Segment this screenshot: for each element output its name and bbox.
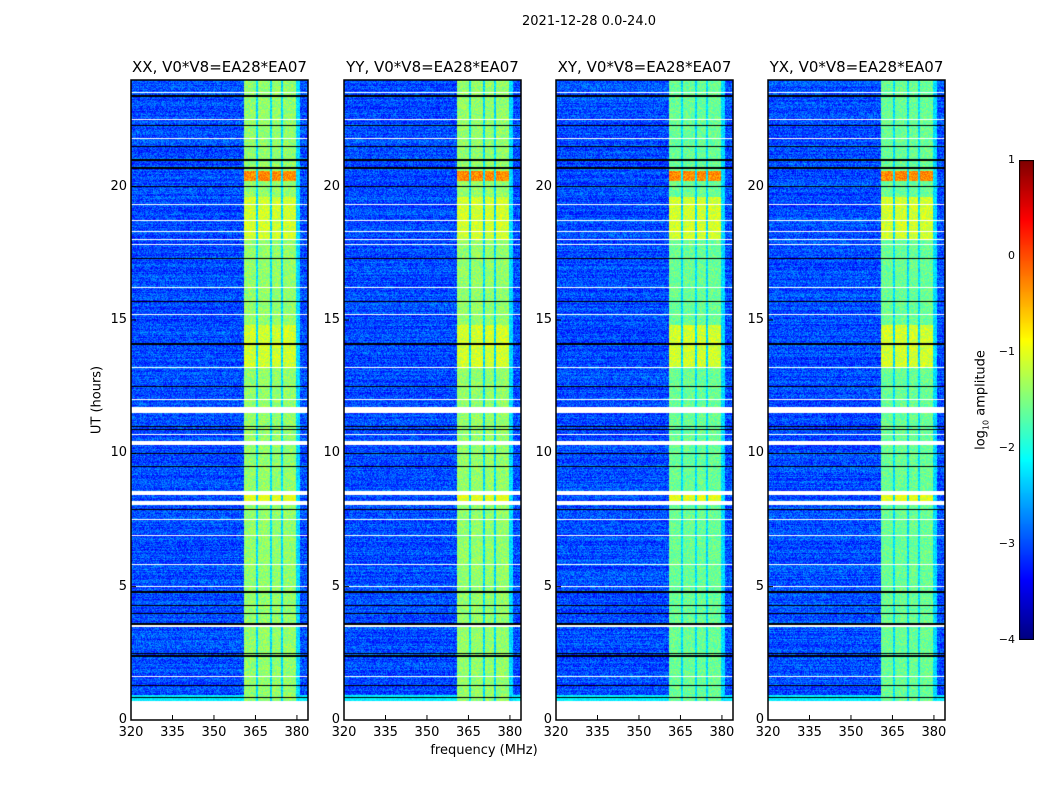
y-tick-label: 10 <box>535 445 552 461</box>
panel-title: XY, V0*V8=EA28*EA07 <box>557 58 732 76</box>
x-tick-label: 380 <box>921 725 947 740</box>
x-tick-label: 350 <box>414 725 440 740</box>
y-tick-label: 5 <box>755 578 764 594</box>
axes-border <box>555 79 734 721</box>
y-tick-label: 20 <box>747 178 764 194</box>
panel-title: XX, V0*V8=EA28*EA07 <box>132 58 307 76</box>
colorbar <box>1019 160 1034 640</box>
y-tick-label: 10 <box>110 445 127 461</box>
y-tick-label: 5 <box>331 578 340 594</box>
y-tick-label: 15 <box>110 312 127 327</box>
y-tick-label: 0 <box>543 712 552 727</box>
x-tick-label: 320 <box>543 725 569 740</box>
y-tick-label: 20 <box>323 178 340 194</box>
colorbar-tick-label: −4 <box>998 633 1015 646</box>
x-tick-label: 320 <box>755 725 781 740</box>
axes-frame <box>130 79 309 721</box>
axes-frame <box>343 79 522 721</box>
panel-title: YY, V0*V8=EA28*EA07 <box>346 58 519 76</box>
spectrogram-heatmap <box>131 80 308 720</box>
panel-2: XY, V0*V8=EA28*EA07 320 335 350 365 380 0 5 10 15… <box>535 58 734 740</box>
spectrogram-heatmap <box>768 80 945 720</box>
x-tick-label: 335 <box>373 725 398 740</box>
x-tick-label: 380 <box>709 725 735 740</box>
colorbar-label: log10 amplitude <box>973 350 991 450</box>
x-tick-label: 335 <box>797 725 822 740</box>
y-tick-label: 0 <box>331 712 340 727</box>
y-tick-label: 0 <box>755 712 764 727</box>
axes-border <box>130 79 309 721</box>
colorbar-tick-label: 0 <box>1008 249 1015 262</box>
x-tick-label: 380 <box>497 725 523 740</box>
x-tick-label: 365 <box>880 725 905 740</box>
axes-frame <box>555 79 734 721</box>
colorbar-tick-label: −1 <box>998 345 1015 358</box>
axes-border <box>343 79 522 721</box>
panel-title: YX, V0*V8=EA28*EA07 <box>769 58 944 76</box>
x-tick-label: 365 <box>456 725 481 740</box>
y-tick-label: 5 <box>543 578 552 594</box>
spectrogram-heatmap <box>344 80 521 720</box>
figure-title: 2021-12-28 0.0-24.0 <box>522 14 656 29</box>
y-tick-label: 20 <box>110 178 127 194</box>
spectrogram-heatmap <box>556 80 733 720</box>
y-tick-label: 15 <box>747 312 764 327</box>
x-tick-label: 350 <box>838 725 864 740</box>
y-tick-label: 0 <box>118 712 127 727</box>
x-axis-label: frequency (MHz) <box>430 743 538 758</box>
x-tick-label: 365 <box>243 725 268 740</box>
y-tick-label: 10 <box>323 445 340 461</box>
panel-0: XX, V0*V8=EA28*EA07 320 335 350 365 380 0 5 10 15… <box>110 58 309 740</box>
x-tick-label: 380 <box>284 725 310 740</box>
colorbar-tick-label: −2 <box>998 441 1015 454</box>
x-tick-label: 335 <box>585 725 610 740</box>
x-tick-label: 350 <box>626 725 652 740</box>
x-tick-label: 365 <box>668 725 693 740</box>
x-tick-label: 350 <box>201 725 227 740</box>
panel-3: YX, V0*V8=EA28*EA07 320 335 350 365 380 0 5 10 15… <box>747 58 946 740</box>
y-tick-label: 10 <box>747 445 764 461</box>
x-tick-label: 320 <box>118 725 144 740</box>
y-tick-label: 15 <box>323 312 340 327</box>
panel-1: YY, V0*V8=EA28*EA07 320 335 350 365 380 0 5 10 15… <box>323 58 522 740</box>
y-tick-label: 20 <box>535 178 552 194</box>
y-axis-label: UT (hours) <box>89 365 105 435</box>
x-tick-label: 335 <box>160 725 185 740</box>
y-tick-label: 15 <box>535 312 552 327</box>
axes-border <box>767 79 946 721</box>
axes-frame <box>767 79 946 721</box>
x-tick-label: 320 <box>331 725 357 740</box>
colorbar-tick-label: −3 <box>998 537 1015 550</box>
colorbar-tick-label: 1 <box>1008 153 1015 166</box>
y-tick-label: 5 <box>118 578 127 594</box>
